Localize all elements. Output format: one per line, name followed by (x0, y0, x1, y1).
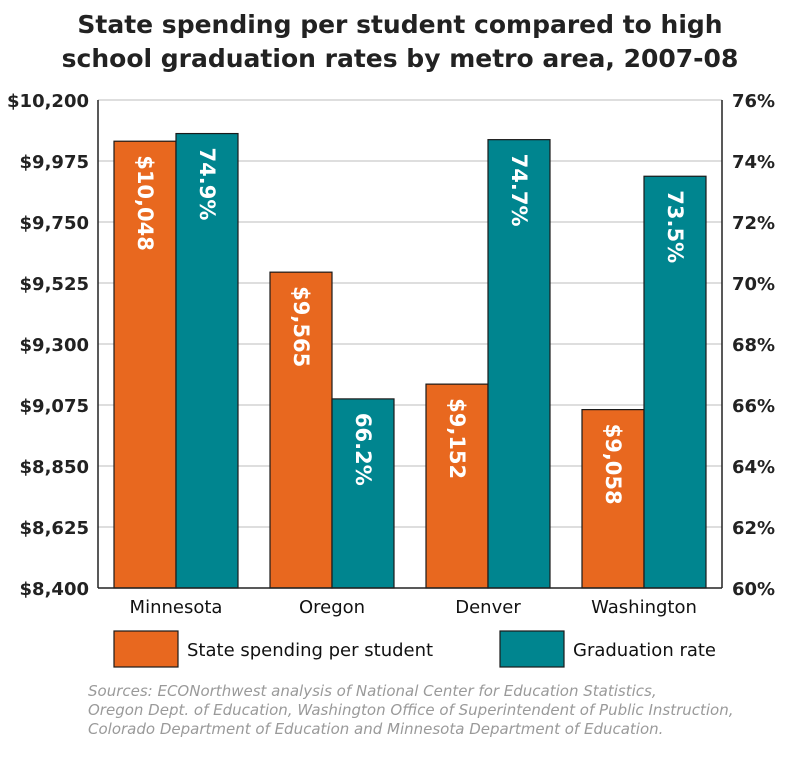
category-label: Minnesota (130, 597, 223, 618)
right-y-tick-label: 76% (732, 91, 775, 112)
left-y-tick-label: $9,300 (20, 335, 89, 356)
source-line: Colorado Department of Education and Min… (88, 720, 663, 738)
source-line: Sources: ECONorthwest analysis of Nation… (88, 682, 657, 700)
legend-label-graduation: Graduation rate (573, 640, 716, 661)
spending-bar-label: $9,152 (445, 398, 469, 479)
chart-title-line: school graduation rates by metro area, 2… (62, 44, 739, 73)
bars: $10,048 74.9% $9,565 66.2% $9,152 74.7% $9,058… (113, 132, 707, 589)
axes: $8,400 60% $8,625 62% $8,850 64% $9,075 66% $9,3… (7, 91, 775, 618)
right-y-tick-label: 60% (732, 579, 775, 600)
category-label: Oregon (299, 597, 365, 618)
left-y-tick-label: $10,200 (7, 91, 89, 112)
right-y-tick-label: 70% (732, 274, 775, 295)
graduation-bar-label: 74.7% (507, 154, 531, 227)
category-label: Denver (455, 597, 521, 618)
spending-bar-label: $9,058 (601, 424, 625, 505)
left-y-tick-label: $9,975 (20, 152, 89, 173)
legend-swatch-graduation (499, 630, 565, 668)
spending-bar (581, 409, 645, 589)
right-y-tick-label: 74% (732, 152, 775, 173)
legend-swatch-spending (113, 630, 179, 668)
right-y-tick-label: 66% (732, 396, 775, 417)
left-y-tick-label: $9,075 (20, 396, 89, 417)
left-y-tick-label: $8,625 (20, 518, 89, 539)
right-y-tick-label: 64% (732, 457, 775, 478)
graduation-bar (487, 139, 551, 589)
graduation-bar (643, 175, 707, 589)
left-y-tick-label: $8,850 (20, 457, 89, 478)
source-note: Sources: ECONorthwest analysis of Nation… (88, 682, 734, 738)
chart-title-line: State spending per student compared to h… (77, 10, 722, 39)
legend-label-spending: State spending per student (187, 640, 433, 661)
source-line: Oregon Dept. of Education, Washington Of… (88, 701, 734, 719)
right-y-tick-label: 68% (732, 335, 775, 356)
graduation-bar-label: 66.2% (351, 413, 375, 486)
right-y-tick-label: 62% (732, 518, 775, 539)
graduation-bar-label: 73.5% (663, 190, 687, 263)
graduation-bar-label: 74.9% (195, 148, 219, 221)
chart-title: State spending per student compared to h… (62, 10, 739, 73)
spending-bar-label: $10,048 (133, 155, 157, 251)
category-label: Washington (591, 597, 697, 618)
spending-bar-label: $9,565 (289, 286, 313, 367)
left-y-tick-label: $9,525 (20, 274, 89, 295)
right-y-tick-label: 72% (732, 213, 775, 234)
left-y-tick-label: $9,750 (20, 213, 89, 234)
legend: State spending per student Graduation rat… (113, 630, 716, 668)
left-y-tick-label: $8,400 (20, 579, 89, 600)
